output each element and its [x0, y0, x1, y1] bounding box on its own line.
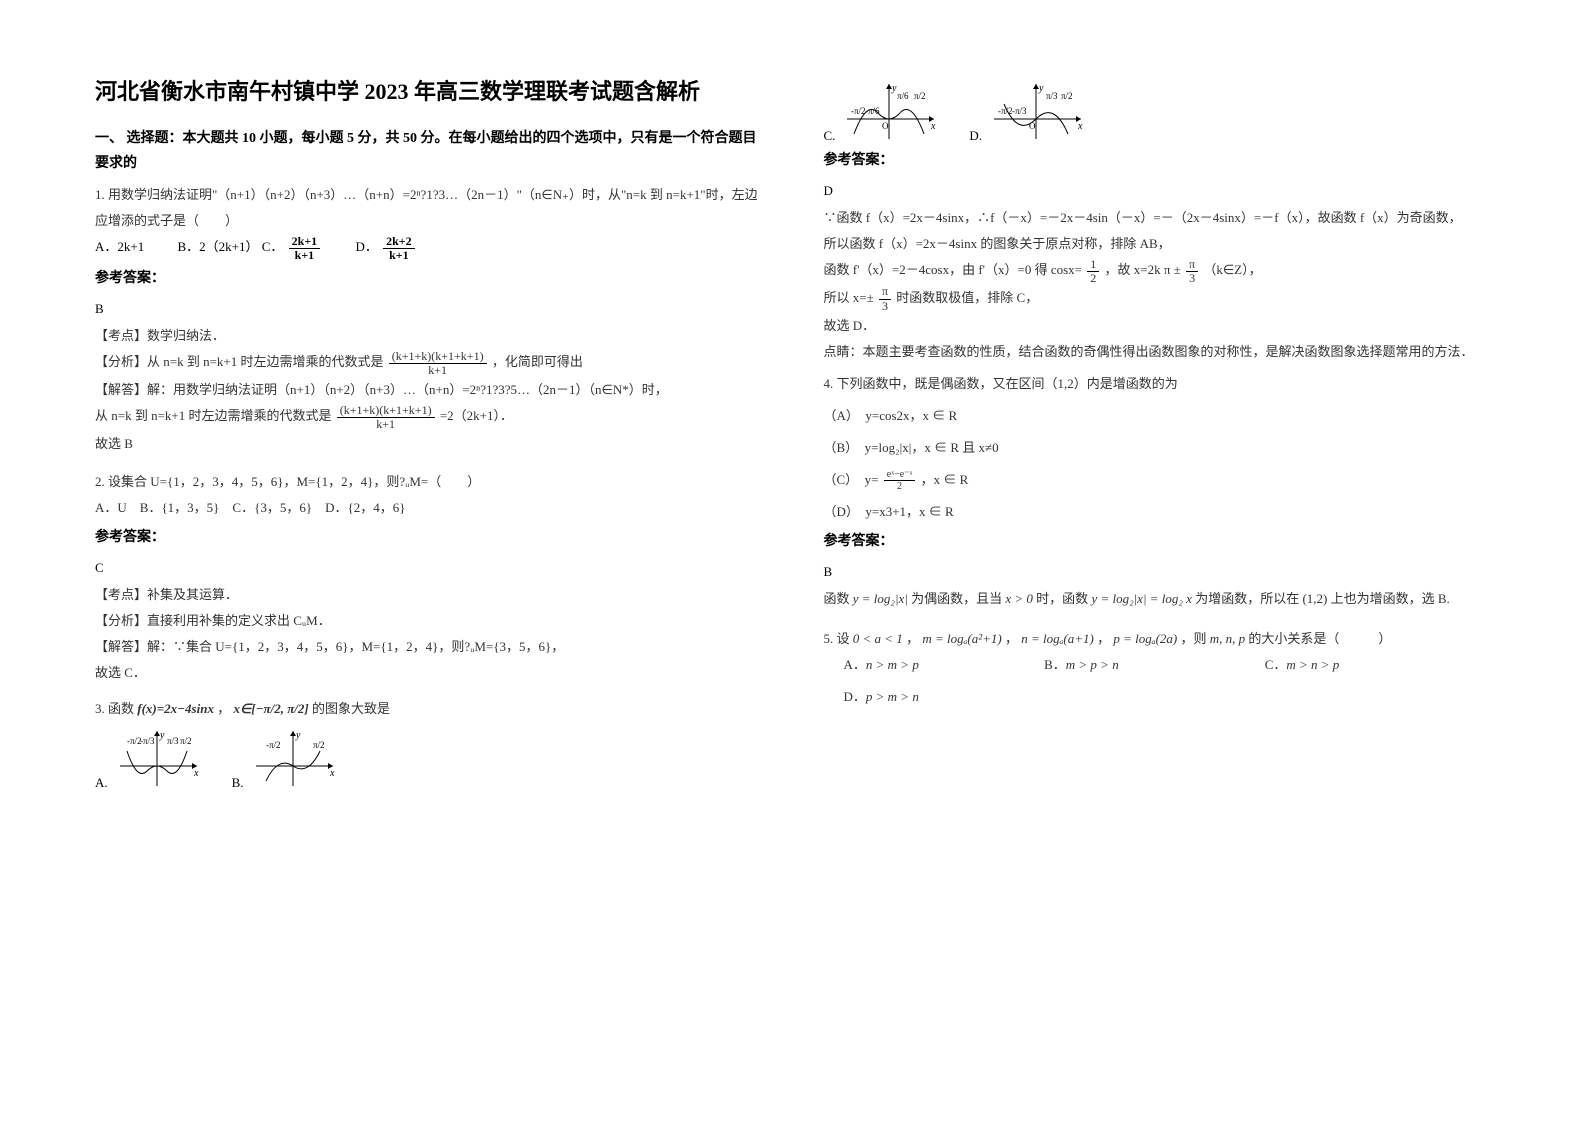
svg-text:π/2: π/2	[313, 740, 325, 750]
q3-chart-b: B. -π/2 π/2 x y	[232, 726, 338, 791]
chart-c-svg: -π/2 -π/6 π/6 π/2 x y O	[839, 79, 939, 144]
q5-stem: 5. 设 0 < a < 1 ， m = logₐ(a²+1) ， n = lo…	[824, 626, 1493, 652]
q4-opt-d: （D） y=x3+1，x ∈ R	[824, 499, 1493, 525]
q4-answer-label: 参考答案：	[824, 527, 1493, 558]
q1-opt-b: B．2（2k+1）	[177, 239, 258, 254]
svg-text:-π/2: -π/2	[851, 106, 866, 116]
chart-a-svg: -π/2 -π/3 π/3 π/2 x y	[112, 726, 202, 791]
q4-opt-b: （B） y=log₂|x|，x ∈ R 且 x≠0	[824, 435, 1493, 461]
q1-exp1: 【考点】数学归纳法．	[95, 323, 764, 349]
q3-exp2: 所以函数 f（x）=2x－4sinx 的图象关于原点对称，排除 AB，	[824, 231, 1493, 257]
svg-text:-π/6: -π/6	[865, 106, 880, 116]
svg-text:y: y	[891, 83, 897, 94]
svg-text:x: x	[193, 768, 199, 779]
svg-text:π/2: π/2	[180, 736, 192, 746]
chart-d-svg: -π/2 -π/3 π/3 π/2 x y O	[986, 79, 1086, 144]
doc-title: 河北省衡水市南午村镇中学 2023 年高三数学理联考试题含解析	[95, 75, 764, 108]
q3-answer-label: 参考答案：	[824, 146, 1493, 177]
q5-options: A．n > m > p B．m > p > n C．m > n > p D．p …	[824, 652, 1493, 710]
q1-opt-d-frac: 2k+2 k+1	[383, 235, 415, 262]
q2-exp2: 【分析】直接利用补集的定义求出 CᵤM．	[95, 608, 764, 634]
q4-opt-a: （A） y=cos2x，x ∈ R	[824, 403, 1493, 429]
q3-chart-a: A. -π/2 -π/3 π/3 π/2 x y	[95, 726, 202, 791]
svg-text:π/3: π/3	[1046, 91, 1058, 101]
q1-exp2-frac: (k+1+k)(k+1+k+1) k+1	[389, 350, 487, 377]
q1-answer-label: 参考答案：	[95, 264, 764, 295]
q3-charts-ab: A. -π/2 -π/3 π/3 π/2 x y B.	[95, 726, 764, 791]
q1-answer-letter: B	[95, 295, 764, 324]
chart-b-svg: -π/2 π/2 x y	[248, 726, 338, 791]
svg-text:π/2: π/2	[1061, 91, 1073, 101]
svg-text:O: O	[1029, 121, 1036, 131]
q3-domain: x∈[−π/2, π/2]	[233, 701, 308, 716]
q4-stem: 4. 下列函数中，既是偶函数，又在区间（1,2）内是增函数的为	[824, 371, 1493, 397]
q4-answer-letter: B	[824, 558, 1493, 587]
q1-opt-a: A．2k+1	[95, 239, 144, 254]
q2-exp3: 【解答】解：∵集合 U={1，2，3，4，5，6}，M={1，2，4}，则?ᵤM…	[95, 634, 764, 660]
q1-exp4-frac: (k+1+k)(k+1+k+1) k+1	[337, 404, 435, 431]
q1-exp2: 【分析】从 n=k 到 n=k+1 时左边需增乘的代数式是 (k+1+k)(k+…	[95, 349, 764, 377]
q1-exp5: 故选 B	[95, 431, 764, 457]
q2-answer-letter: C	[95, 554, 764, 583]
svg-text:y: y	[295, 730, 301, 741]
q2-options: A．U B．{1，3，5} C．{3，5，6} D．{2，4，6}	[95, 495, 764, 521]
section-heading: 一、 选择题：本大题共 10 小题，每小题 5 分，共 50 分。在每小题给出的…	[95, 126, 764, 176]
q2-exp1: 【考点】补集及其运算．	[95, 582, 764, 608]
q2-exp4: 故选 C．	[95, 660, 764, 686]
q3-func: f(x)=2x−4sinx	[137, 701, 214, 716]
q1-options: A．2k+1 B．2（2k+1） C． 2k+1 k+1 D． 2k+2 k+1	[95, 234, 764, 262]
svg-text:-π/3: -π/3	[140, 736, 155, 746]
q3-chart-d: D. -π/2 -π/3 π/3 π/2 x y O	[969, 79, 1086, 144]
svg-text:-π/2: -π/2	[998, 106, 1013, 116]
svg-text:π/2: π/2	[914, 91, 926, 101]
q3-chart-c: C. -π/2 -π/6 π/6 π/2 x y O	[824, 79, 940, 144]
svg-text:O: O	[882, 121, 889, 131]
q3-charts-cd: C. -π/2 -π/6 π/6 π/2 x y O D.	[824, 79, 1493, 144]
q1-opt-c-pre: C．	[262, 239, 284, 254]
q1-opt-d-pre: D．	[355, 239, 377, 254]
svg-text:π/3: π/3	[167, 736, 179, 746]
svg-text:-π/3: -π/3	[1012, 106, 1027, 116]
svg-text:-π/2: -π/2	[266, 740, 281, 750]
q1-stem: 1. 用数学归纳法证明"（n+1）（n+2）（n+3）…（n+n）=2ⁿ?1?3…	[95, 182, 764, 234]
svg-text:x: x	[930, 121, 936, 132]
svg-text:y: y	[1038, 83, 1044, 94]
q3-exp3: 函数 f'（x）=2－4cosx，由 f'（x）=0 得 cosx= 12 ，故…	[824, 257, 1493, 285]
q4-opt-c: （C） y= eˣ−e⁻ˣ2 ，x ∈ R	[824, 467, 1493, 493]
q3-exp6: 点睛：本题主要考查函数的性质，结合函数的奇偶性得出函数图象的对称性，是解决函数图…	[824, 339, 1493, 365]
svg-text:y: y	[159, 730, 165, 741]
svg-text:x: x	[1077, 121, 1083, 132]
q2-stem: 2. 设集合 U={1，2，3，4，5，6}，M={1，2，4}，则?ᵤM=（ …	[95, 469, 764, 495]
q3-exp5: 故选 D．	[824, 313, 1493, 339]
svg-text:π/6: π/6	[897, 91, 909, 101]
q3-stem: 3. 函数 f(x)=2x−4sinx ， x∈[−π/2, π/2] 的图象大…	[95, 696, 764, 722]
q2-answer-label: 参考答案：	[95, 523, 764, 554]
q3-exp1: ∵函数 f（x）=2x－4sinx，∴f（－x）=－2x－4sin（－x）=－（…	[824, 205, 1493, 231]
q1-opt-c-frac: 2k+1 k+1	[289, 235, 321, 262]
q1-exp4: 从 n=k 到 n=k+1 时左边需增乘的代数式是 (k+1+k)(k+1+k+…	[95, 403, 764, 431]
q3-answer-letter: D	[824, 177, 1493, 206]
q1-exp3: 【解答】解：用数学归纳法证明（n+1）（n+2）（n+3）…（n+n）=2ⁿ?1…	[95, 377, 764, 403]
q3-exp4: 所以 x=± π3 时函数取极值，排除 C，	[824, 285, 1493, 313]
right-column: C. -π/2 -π/6 π/6 π/2 x y O D.	[794, 75, 1493, 1082]
page: 河北省衡水市南午村镇中学 2023 年高三数学理联考试题含解析 一、 选择题：本…	[0, 0, 1587, 1122]
left-column: 河北省衡水市南午村镇中学 2023 年高三数学理联考试题含解析 一、 选择题：本…	[95, 75, 794, 1082]
svg-text:x: x	[329, 768, 335, 779]
q4-exp: 函数 y = log₂|x| 为偶函数，且当 x > 0 时，函数 y = lo…	[824, 586, 1493, 612]
